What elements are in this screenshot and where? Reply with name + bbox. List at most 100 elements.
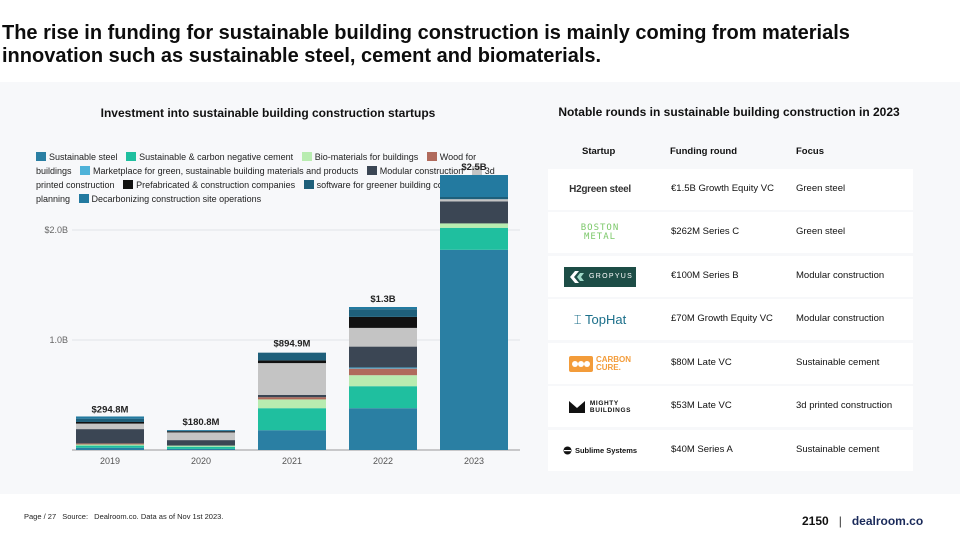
legend-swatch [366,166,377,175]
bar-segment [258,363,326,395]
bar-segment [349,346,417,368]
legend-item: Bio-materials for buildings [301,152,425,162]
focus-cell: Green steel [796,226,846,237]
bar-segment [349,368,417,376]
brand-separator: | [838,514,842,528]
bar-segment [440,201,508,224]
table-row: BOSTON METAL $262M Series C Green steel [548,212,913,253]
bar-segment [349,375,417,387]
bar-segment [349,386,417,409]
column-header-startup: Startup [582,146,616,157]
column-header-focus: Focus [796,146,824,157]
bar-segment [440,175,508,197]
bostonmetal-logo: BOSTON METAL [548,212,652,253]
table-row: H2green steel €1.5B Growth Equity VC Gre… [548,169,913,210]
legend-swatch [126,152,137,161]
focus-cell: Sustainable cement [796,444,880,455]
chart-legend: Sustainable steel Sustainable & carbon n… [36,150,508,206]
bar-segment [76,429,144,444]
gropyus-mark-icon [570,270,584,283]
legend-label: 3d printed construction [36,166,495,190]
table-row: ⌶ TopHat £70M Growth Equity VC Modular c… [548,299,913,340]
table-row: Sublime Systems $40M Series A Sustainabl… [548,430,913,471]
funding-cell: $262M Series C [671,226,740,237]
bar-total-label: $180.8M [183,417,220,428]
bar-segment [349,309,417,317]
bar-segment [167,431,235,433]
tophat-logo: ⌶ TopHat [573,311,627,327]
funding-cell: £70M Growth Equity VC [671,313,773,324]
bar-segment [258,360,326,364]
legend-item: Decarbonizing construction site operatio… [78,194,268,204]
bar-segment [76,418,144,422]
bar-segment [76,443,144,445]
bar-segment [440,249,508,450]
sublime-mark-icon [563,446,572,455]
brand-dealroom: dealroom.co [851,514,924,528]
table-title: Notable rounds in sustainable building c… [558,105,900,119]
legend-swatch [471,166,482,175]
x-tick-label: 2020 [191,456,211,466]
page-number: Page / 27 [24,512,57,521]
legend-item: Prefabricated & construction companies [123,180,301,190]
legend-label: Marketplace for green, sustainable build… [93,166,359,176]
bar-total-label: $1.3B [370,294,395,305]
bar-segment [167,440,235,446]
bar-segment [349,316,417,328]
bar-segment [440,197,508,200]
bar-segment [167,430,235,432]
legend-item: software for greener building constructi… [36,180,482,204]
stacked-bar-chart: 1.0B $2.0B $294.8M 2019 $180.8M 2020 $894.9M 20… [44,162,520,466]
bar-segment [258,408,326,431]
bar-segment [76,445,144,448]
bar-segment [167,432,235,441]
legend-label: Modular construction [379,166,464,176]
funding-cell: $53M Late VC [671,400,732,411]
legend-item: Modular construction [366,166,470,176]
bar-segment [349,408,417,450]
legend-item: 3d printed construction [36,166,495,190]
bar-segment [349,307,417,310]
brand-2150: 2150 [802,514,829,528]
bar-segment [258,352,326,361]
bar-segment [76,421,144,424]
legend-label: Prefabricated & construction companies [136,180,296,190]
table-row: MIGHTY BUILDINGS $53M Late VC 3d printed… [548,386,913,427]
focus-cell: Green steel [796,183,846,194]
bar-segment [76,416,144,419]
y-tick-label: 1.0B [49,335,68,345]
funding-cell: €100M Series B [671,270,739,281]
legend-item: Sustainable & carbon negative cement [126,152,299,162]
legend-label: Sustainable & carbon negative cement [139,152,294,162]
footer-source: Page / 27 Source: Dealroom.co. Data as o… [24,512,227,521]
x-tick-label: 2023 [464,456,484,466]
legend-label: Wood for buildings [36,152,477,176]
bar-segment [258,430,326,450]
h2greensteel-logo: H2green steel [548,169,652,210]
funding-cell: $40M Series A [671,444,733,455]
mightybuildings-mark-icon [568,400,585,413]
x-tick-label: 2022 [373,456,393,466]
bar-segment [258,397,326,400]
bar-total-label: $894.9M [274,339,311,350]
legend-swatch [303,180,314,189]
table-row: CARBON CURE. $80M Late VC Sustainable ce… [548,343,913,384]
bar-segment [167,448,235,450]
sublimesystems-logo: Sublime Systems [548,430,652,471]
source-note: Dealroom.co. Data as of Nov 1st 2023. [94,512,224,521]
column-header-funding: Funding round [670,146,738,157]
legend-item: Sustainable steel [36,152,124,162]
legend-label: Decarbonizing construction site operatio… [91,194,262,204]
bar-segment [167,445,235,447]
bar-segment [440,227,508,250]
bar-segment [258,395,326,398]
legend-swatch [301,152,312,161]
legend-item: Wood for buildings [36,152,476,176]
bar-segment [76,423,144,430]
bar-segment [76,444,144,446]
legend-label: software for greener building constructi… [36,180,482,204]
chart-title: Investment into sustainable building con… [100,106,436,120]
legend-label: Sustainable steel [49,152,118,162]
bar-total-label: $294.8M [92,405,129,416]
legend-swatch [78,194,89,203]
